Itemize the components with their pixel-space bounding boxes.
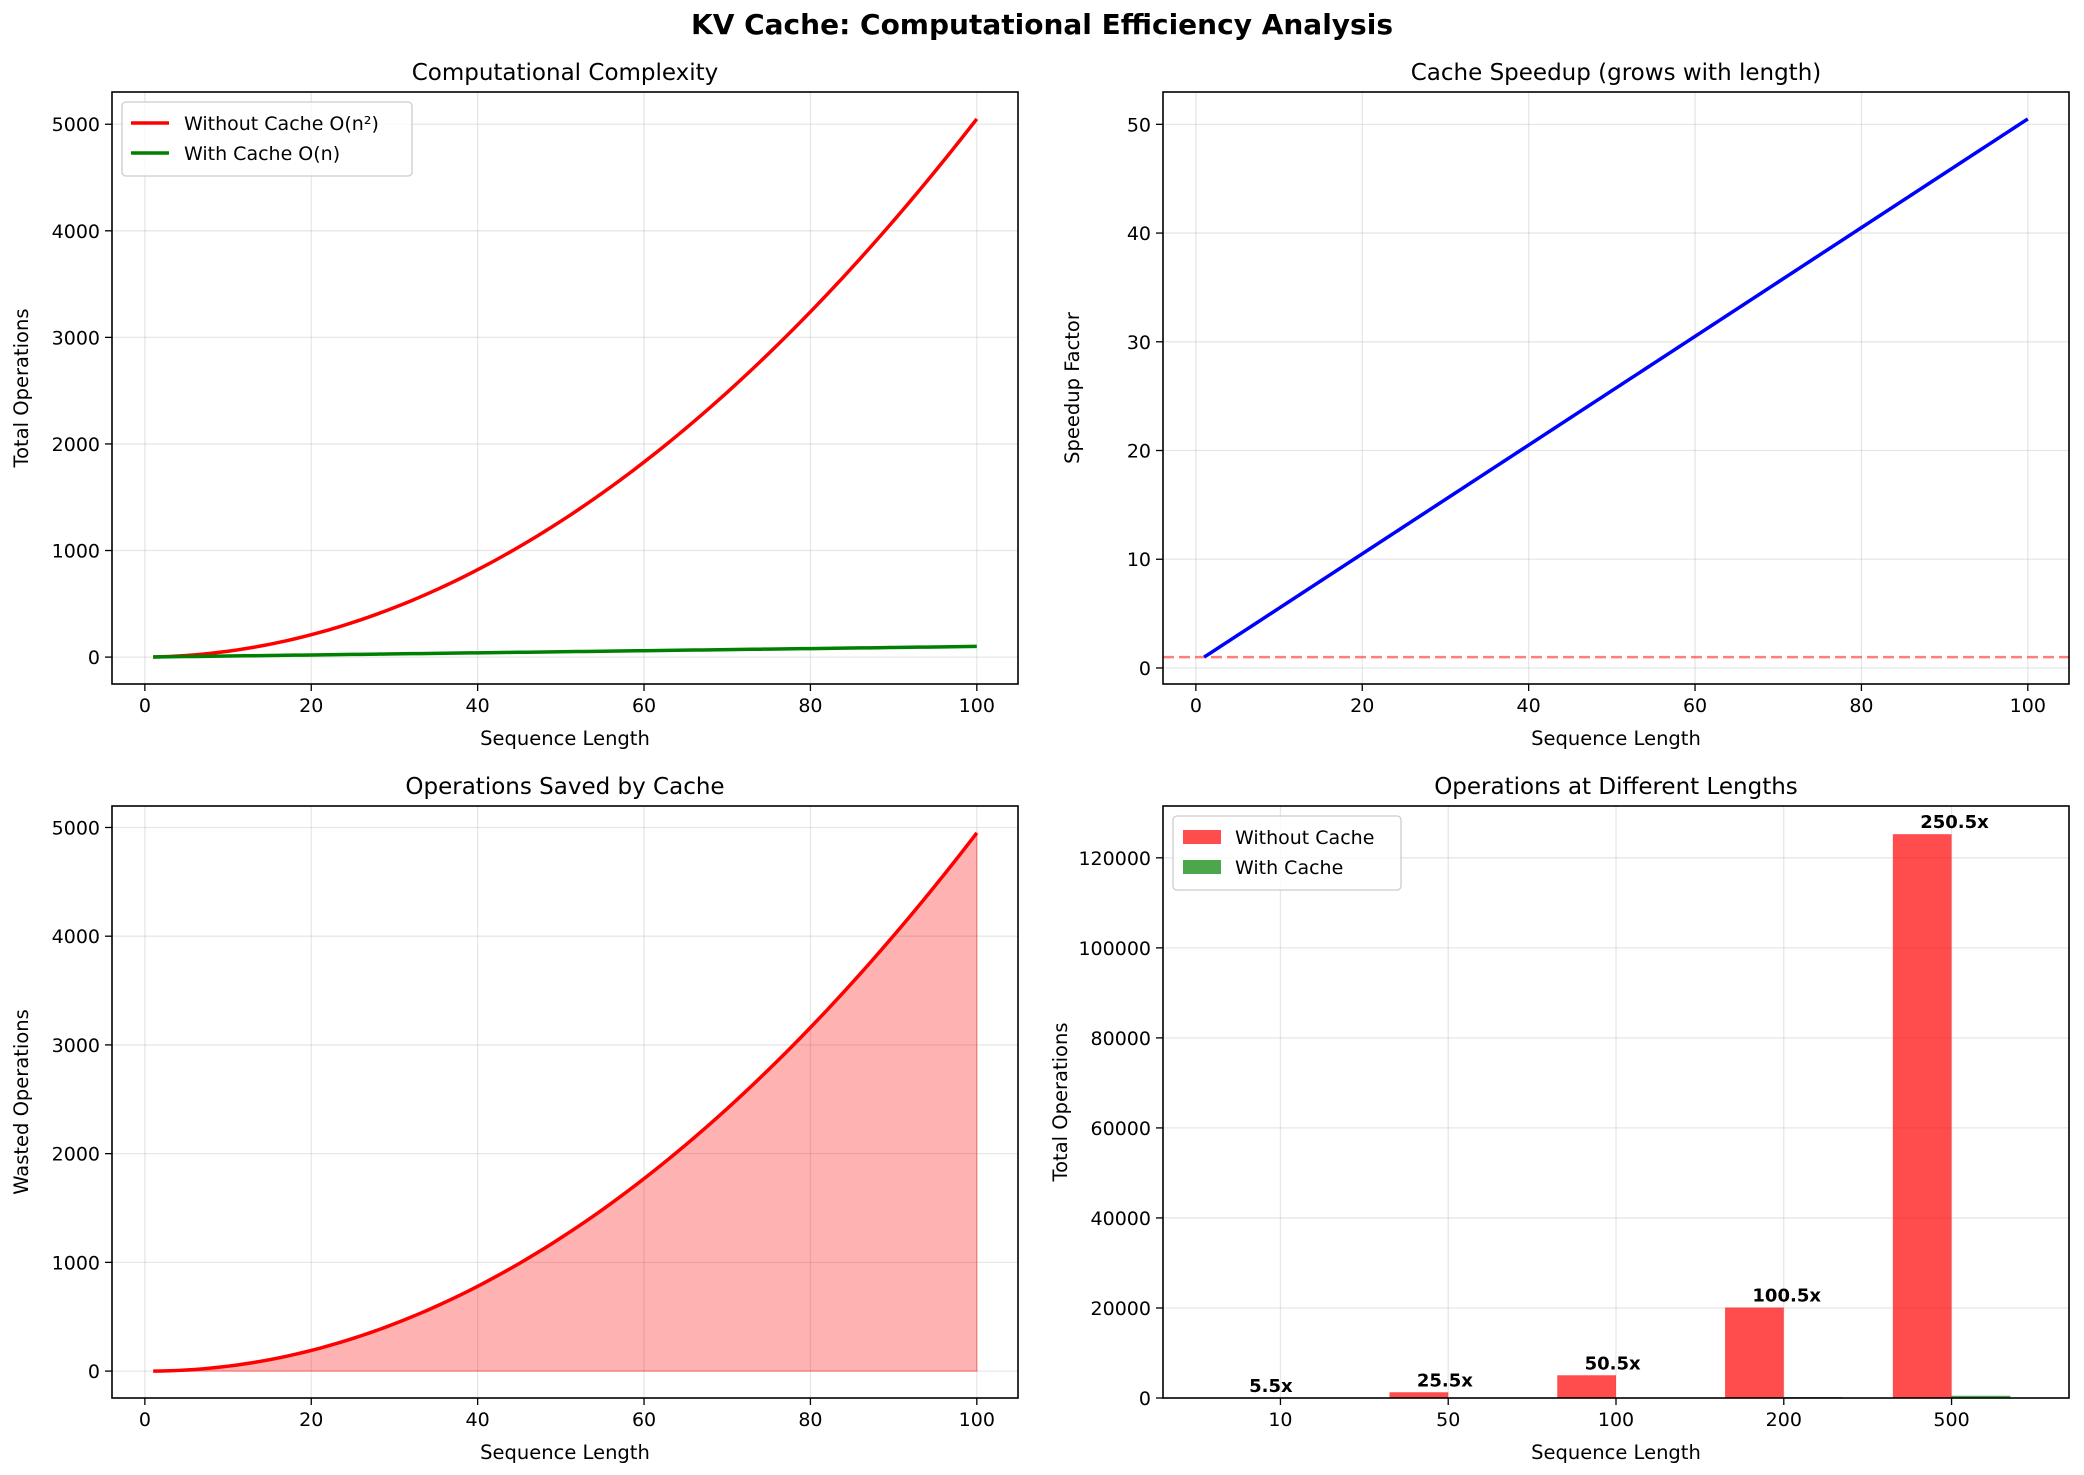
x-tick-label: 50 [1436, 1409, 1460, 1431]
figure-title: KV Cache: Computational Efficiency Analy… [691, 8, 1393, 41]
x-tick-label: 20 [299, 695, 323, 717]
bar-with-cache [1951, 1395, 2011, 1398]
bar-with-cache [1280, 1397, 1340, 1399]
speedup-label: 5.5x [1249, 1376, 1293, 1397]
x-tick-label: 60 [632, 695, 656, 717]
x-tick-label: 0 [139, 1409, 151, 1431]
chart-title: Computational Complexity [412, 60, 719, 86]
y-tick-label: 1000 [52, 1252, 100, 1274]
x-tick-label: 100 [959, 1409, 995, 1431]
y-tick-label: 40000 [1091, 1208, 1151, 1230]
y-tick-label: 20000 [1091, 1298, 1151, 1320]
y-tick-label: 3000 [52, 1035, 100, 1057]
y-tick-label: 0 [1139, 658, 1151, 680]
axes-frame [1162, 805, 2070, 1399]
y-tick-label: 2000 [52, 1144, 100, 1166]
chart-panel-3: 5.5x 25.5x 50.5x 100.5x 250.5x 10 50 100 200 500 0… [1049, 774, 2070, 1464]
x-tick-label: 0 [139, 695, 151, 717]
area-fill [153, 830, 978, 1372]
y-tick-label: 4000 [52, 221, 100, 243]
y-tick-label: 1000 [52, 541, 100, 563]
chart-panel-1: 0 20 40 60 80 100 0 10 20 30 40 50 Cache Speedup (gr… [1061, 60, 2070, 750]
x-axis-label: Sequence Length [1531, 727, 1701, 750]
bar-without-cache [1389, 1392, 1449, 1398]
x-axis-label: Sequence Length [480, 1441, 650, 1464]
x-tick-label: 60 [1683, 695, 1707, 717]
x-tick-label: 80 [798, 695, 822, 717]
y-tick-label: 3000 [52, 327, 100, 349]
x-tick-label: 20 [1350, 695, 1374, 717]
y-tick-label: 60000 [1091, 1118, 1151, 1140]
x-tick-label: 100 [2010, 695, 2046, 717]
chart-title: Operations Saved by Cache [405, 774, 724, 800]
x-tick-label: 100 [1598, 1409, 1634, 1431]
x-axis-label: Sequence Length [480, 727, 650, 750]
chart-panel-2: 0 20 40 60 80 100010002000300040005000Operati… [10, 774, 1019, 1464]
x-tick-label: 40 [466, 695, 490, 717]
y-tick-label: 4000 [52, 926, 100, 948]
legend-box [121, 101, 413, 177]
bar-without-cache [1221, 1397, 1281, 1399]
bar-with-cache [1616, 1397, 1675, 1399]
x-tick-label: 200 [1766, 1409, 1802, 1431]
y-axis-label: Wasted Operations [10, 1009, 33, 1195]
x-tick-label: 80 [798, 1409, 822, 1431]
y-tick-label: 20 [1127, 441, 1151, 463]
y-axis-label: Speedup Factor [1061, 311, 1084, 464]
y-tick-label: 0 [1139, 1388, 1151, 1410]
y-tick-label: 0 [88, 647, 100, 669]
y-tick-label: 5000 [52, 817, 100, 839]
x-tick-label: 20 [299, 1409, 323, 1431]
x-tick-label: 80 [1849, 695, 1873, 717]
y-tick-label: 2000 [52, 434, 100, 456]
x-tick-label: 40 [1517, 695, 1541, 717]
legend-swatch [1183, 860, 1221, 874]
x-tick-label: 40 [466, 1409, 490, 1431]
speedup-label: 50.5x [1585, 1353, 1641, 1374]
speedup-label: 100.5x [1752, 1286, 1821, 1307]
x-tick-label: 10 [1268, 1409, 1292, 1431]
y-tick-label: 0 [88, 1361, 100, 1383]
y-tick-label: 80000 [1091, 1028, 1151, 1050]
bar-without-cache [1892, 834, 1952, 1398]
axes-frame [111, 805, 1019, 1399]
y-tick-label: 120000 [1078, 848, 1151, 870]
axes-frame [111, 91, 1019, 685]
y-tick-label: 5000 [52, 114, 100, 136]
bar-with-cache [1448, 1397, 1507, 1399]
x-tick-label: 100 [959, 695, 995, 717]
y-axis-label: Total Operations [1049, 1023, 1072, 1183]
y-axis-label: Total Operations [10, 309, 33, 469]
chart-title: Cache Speedup (grows with length) [1411, 60, 1822, 86]
series-line [1203, 117, 2029, 659]
y-tick-label: 30 [1127, 332, 1151, 354]
axes-frame [1162, 91, 2070, 685]
y-tick-label: 40 [1127, 223, 1151, 245]
legend-label: With Cache [1235, 857, 1343, 879]
legend-label: With Cache O(n) [184, 143, 340, 165]
bar-with-cache [1783, 1397, 1843, 1398]
speedup-label: 250.5x [1920, 812, 1989, 833]
series-line [153, 117, 979, 659]
legend-label: Without Cache [1235, 827, 1374, 849]
legend-box [1172, 815, 1402, 891]
y-tick-label: 10 [1127, 549, 1151, 571]
series-line [153, 831, 979, 1373]
bar-without-cache [1557, 1375, 1616, 1398]
x-axis-label: Sequence Length [1531, 1441, 1701, 1464]
legend-label: Without Cache O(n²) [184, 113, 379, 135]
legend-swatch [1183, 830, 1221, 844]
series-line [153, 644, 977, 659]
speedup-label: 25.5x [1417, 1370, 1473, 1391]
y-tick-label: 100000 [1078, 938, 1151, 960]
chart-panel-0: 0 20 40 60 80 100010002000300040005000Computa… [10, 60, 1019, 750]
x-tick-label: 500 [1933, 1409, 1969, 1431]
x-tick-label: 0 [1190, 695, 1202, 717]
y-tick-label: 50 [1127, 114, 1151, 136]
bar-without-cache [1725, 1307, 1784, 1398]
x-tick-label: 60 [632, 1409, 656, 1431]
chart-title: Operations at Different Lengths [1434, 774, 1798, 800]
